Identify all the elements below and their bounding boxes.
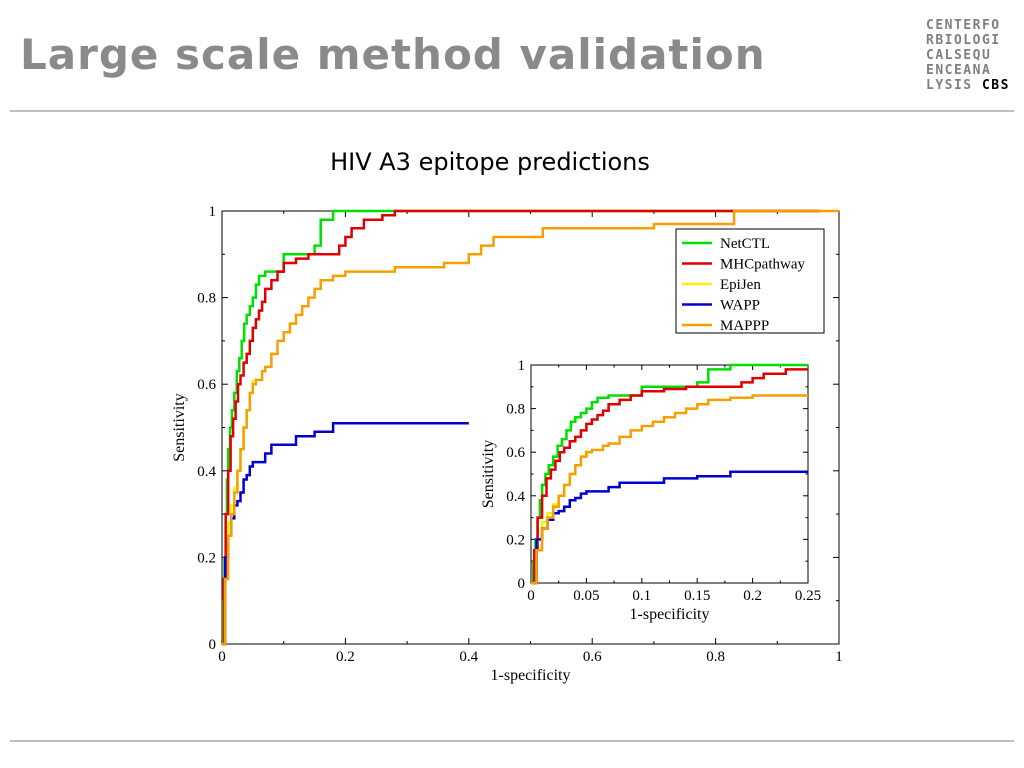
legend-label-netctl: NetCTL: [720, 236, 770, 252]
inset-y-tick-label: 0.6: [506, 445, 525, 461]
main-y-tick-label: 0.2: [197, 550, 216, 566]
inset-y-tick-label: 0.2: [506, 532, 525, 548]
main-x-tick-label: 1: [835, 649, 843, 665]
legend-label-mhcpathway: MHCpathway: [720, 257, 805, 273]
inset-y-tick-label: 0: [518, 576, 526, 592]
legend: NetCTL MHCpathway EpiJen WAPP MAPPP: [675, 228, 825, 334]
logo-line: CENTERFO: [926, 18, 1001, 33]
legend-label-wapp: WAPP: [720, 298, 760, 314]
footer-divider: [10, 740, 1014, 742]
inset-series-netctl: [531, 363, 808, 585]
inset-x-tick-label: 0.15: [684, 588, 710, 604]
main-x-tick-label: 0.2: [336, 649, 355, 665]
cbs-logo: CENTERFO RBIOLOGI CALSEQU ENCEANA LYSIS …: [926, 18, 1016, 93]
logo-cbs: CBS: [981, 78, 1010, 93]
logo-line-last: LYSIS: [926, 78, 973, 93]
inset-x-tick-label: 0: [527, 588, 535, 604]
logo-line: LYSIS CBS: [926, 78, 1016, 93]
inset-chart: 0 0.05 0.1 0.15 0.2 0.25 0 0.2 0.4 0.6 0.8 1 1-speci…: [480, 358, 821, 623]
main-x-tick-label: 0: [218, 649, 226, 665]
inset-plot-frame: [530, 364, 809, 584]
header-divider: [10, 110, 1014, 112]
inset-y-tick-label: 0.8: [506, 402, 525, 418]
inset-series-mhcpathway: [531, 368, 808, 585]
inset-series-mappp: [531, 394, 808, 585]
inset-y-tick-label: 0.4: [506, 489, 525, 505]
legend-label-mappp: MAPPP: [720, 318, 769, 334]
main-y-axis-label: Sensitivity: [171, 393, 188, 461]
inset-x-tick-label: 0.2: [743, 588, 762, 604]
inset-y-axis-label: Sensitivity: [480, 440, 497, 508]
inset-x-tick-label: 0.25: [795, 588, 821, 604]
main-y-tick-label: 1: [209, 204, 217, 220]
main-x-axis-label: 1-specificity: [491, 667, 571, 684]
logo-line: ENCEANA: [926, 63, 992, 78]
main-series-mhcpathway: [222, 209, 821, 646]
inset-x-axis-label: 1-specificity: [630, 606, 710, 623]
main-y-tick-label: 0.4: [197, 464, 216, 480]
main-y-tick-label: 0.8: [197, 291, 216, 307]
inset-y-tick-label: 1: [518, 358, 526, 374]
logo-line: RBIOLOGI: [926, 33, 1001, 48]
chart-title: HIV A3 epitope predictions: [330, 148, 650, 176]
legend-box: [675, 228, 825, 334]
inset-x-tick-label: 0.05: [573, 588, 599, 604]
main-y-tick-label: 0: [209, 637, 217, 653]
main-x-tick-label: 0.8: [706, 649, 725, 665]
logo-line: CALSEQU: [926, 48, 992, 63]
main-x-tick-label: 0.4: [459, 649, 478, 665]
inset-x-tick-label: 0.1: [632, 588, 651, 604]
main-y-tick-label: 0.6: [197, 377, 216, 393]
legend-label-epijen: EpiJen: [720, 277, 761, 293]
main-series-mappp: [222, 209, 839, 646]
main-x-tick-label: 0.6: [583, 649, 602, 665]
slide-title: Large scale method validation: [20, 30, 766, 79]
